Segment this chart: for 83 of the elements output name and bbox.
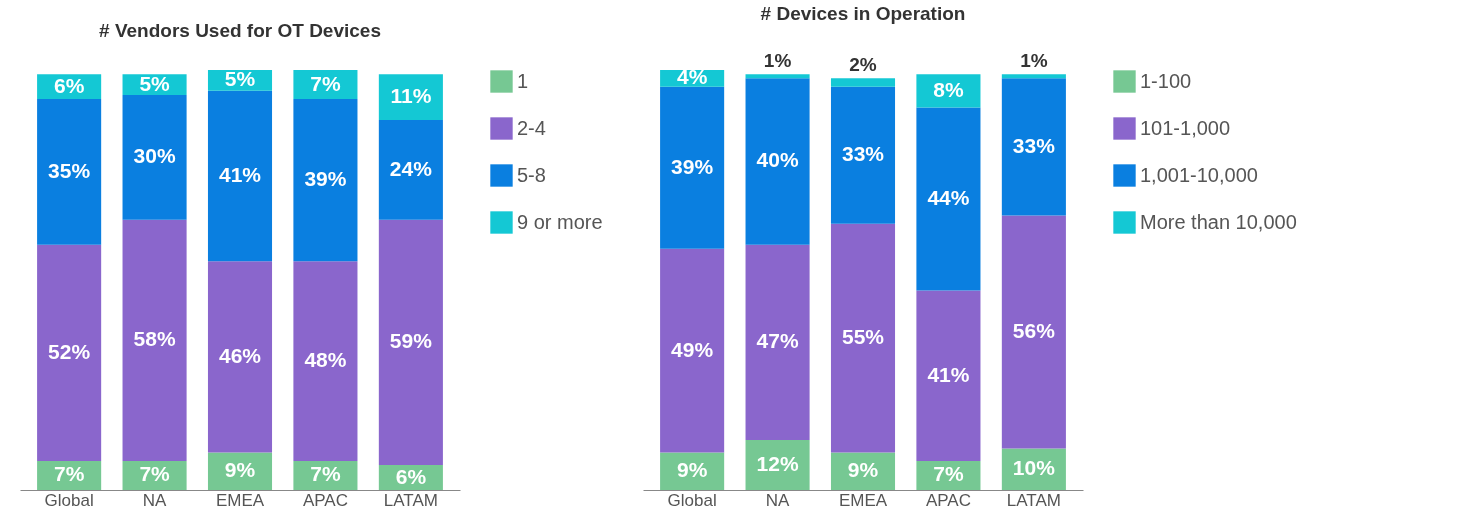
x-tick-label: EMEA [215,490,265,510]
data-label: 33% [1012,133,1056,157]
data-label: 5% [224,67,256,91]
data-label: 24% [389,156,433,180]
legend-label: More than 10,000 [1140,210,1297,233]
legend-label: 2-4 [517,116,546,139]
data-label: 39% [671,154,714,178]
bar [660,86,725,249]
data-label: 30% [133,144,176,168]
chart-title: # Devices in Operation [760,3,966,25]
bar [745,74,810,79]
bar [830,86,896,224]
bar [745,244,810,441]
bar [378,119,443,220]
x-tick-label: APAC [302,490,348,510]
data-label: 58% [133,327,176,351]
data-label: 8% [933,77,964,101]
x-tick-label: NA [142,490,168,510]
data-label: 2% [849,54,877,76]
bar [916,107,981,291]
bar [207,90,273,262]
bar [37,244,102,461]
bar [37,99,102,245]
data-label: 46% [218,343,262,367]
data-label: 41% [218,163,262,187]
bar [1001,215,1066,449]
legend-label: 9 or more [517,210,603,233]
data-label: 5% [139,71,171,95]
data-label: 11% [390,84,432,108]
bar [1001,74,1066,79]
data-label: 7% [933,462,964,486]
data-label: 1% [763,50,792,72]
x-tick-label: APAC [925,490,971,510]
x-tick-label: Global [667,490,717,510]
data-label: 35% [48,158,91,182]
data-label: 7% [310,462,341,486]
legend-label: 1 [517,69,529,92]
x-tick-label: Global [44,490,94,510]
data-label: 6% [53,73,85,97]
bar [830,78,896,87]
data-label: 56% [1012,318,1056,342]
legend-label: 101-1,000 [1140,116,1231,139]
bar [916,290,981,461]
data-label: 6% [395,464,427,488]
x-tick-label: NA [765,490,791,510]
legend-label: 1,001-10,000 [1140,163,1258,186]
legend-label: 1-100 [1140,69,1192,92]
x-tick-label: LATAM [383,490,438,510]
data-label: 9% [676,458,708,482]
data-label: 41% [927,362,970,386]
bar [293,99,358,262]
data-label: 9% [224,458,256,482]
data-label: 7% [139,462,171,486]
data-label: 9% [847,458,879,482]
bar [122,94,187,220]
data-label: 48% [304,348,347,372]
data-label: 47% [756,329,799,353]
data-label: 44% [927,185,970,209]
bar [378,219,443,466]
x-tick-label: EMEA [838,490,888,510]
data-label: 4% [676,65,708,89]
data-label: 39% [304,167,347,191]
data-label: 55% [841,325,885,349]
bar [830,223,896,453]
data-label: 52% [48,339,91,363]
data-label: 12% [756,452,799,476]
data-label: 59% [389,329,433,353]
bar [293,261,358,461]
bar [1001,78,1066,216]
data-label: 7% [310,71,341,95]
bar [207,261,273,453]
bar [745,78,810,245]
data-label: 49% [671,337,714,361]
data-label: 7% [53,462,85,486]
data-label: 10% [1012,456,1056,480]
bar [122,219,187,461]
chart-title: # Vendors Used for OT Devices [99,20,381,42]
data-label: 33% [841,142,885,166]
data-label: 40% [756,148,799,172]
data-label: 1% [1020,50,1048,72]
x-tick-label: LATAM [1006,490,1061,510]
legend-label: 5-8 [517,163,546,186]
bar [660,248,725,453]
